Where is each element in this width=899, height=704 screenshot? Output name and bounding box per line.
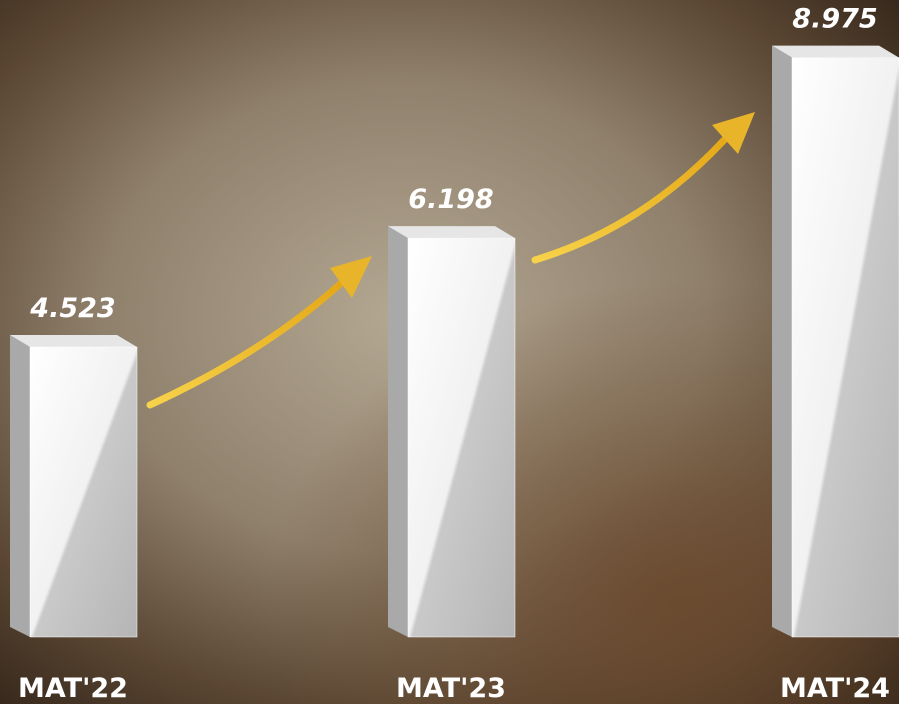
bar xyxy=(407,237,516,638)
bar-side xyxy=(388,226,408,637)
value-label: 6.198 xyxy=(408,184,493,215)
growth-arrow xyxy=(531,124,739,264)
arrow-head xyxy=(712,112,755,154)
growth-arrow xyxy=(146,271,354,409)
bars: 4.523 MAT'22 6.198 MAT'23 8.975 MAT'24 xyxy=(10,4,899,704)
bar-top xyxy=(388,226,515,239)
bar xyxy=(29,346,138,638)
category-label: MAT'24 xyxy=(780,673,890,704)
value-label: 8.975 xyxy=(792,4,877,35)
bar-side xyxy=(772,45,792,637)
category-label: MAT'22 xyxy=(18,673,128,704)
bar xyxy=(791,57,899,638)
value-label: 4.523 xyxy=(29,293,115,324)
arrow-head xyxy=(330,256,372,298)
category-label: MAT'23 xyxy=(396,673,506,704)
bar-top xyxy=(772,45,899,58)
bar-top xyxy=(10,335,137,348)
bar-side xyxy=(10,335,30,637)
